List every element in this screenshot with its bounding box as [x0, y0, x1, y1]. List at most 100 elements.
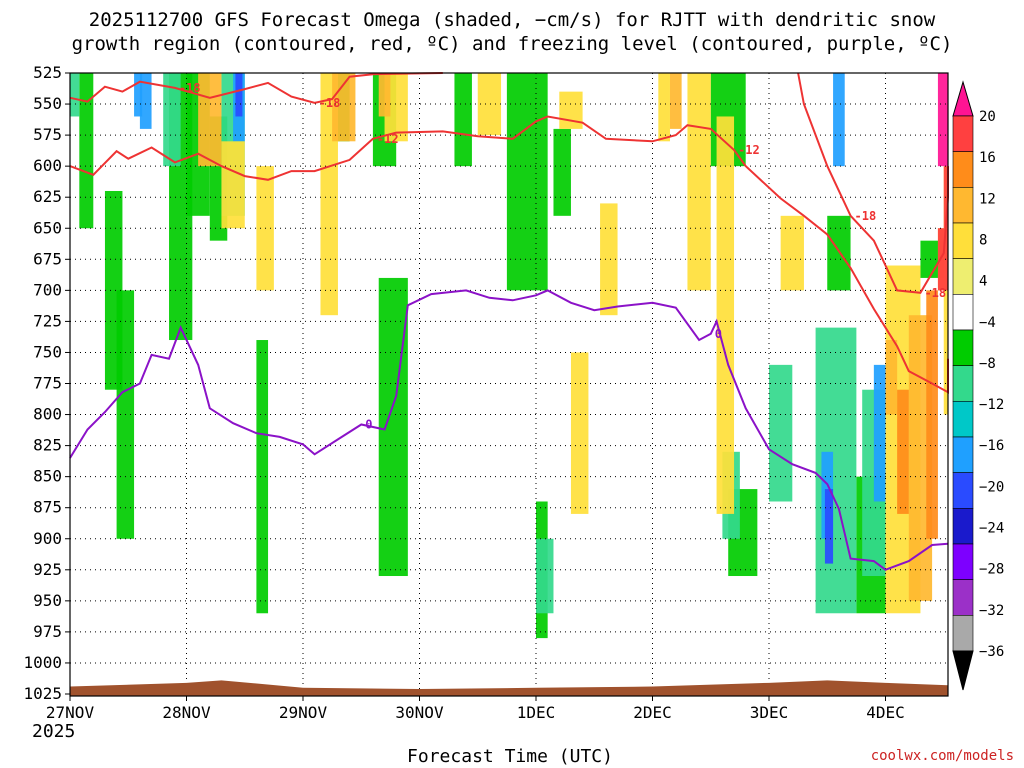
omega-navy-cell	[824, 489, 834, 564]
omega-dark-orange-cell	[897, 389, 909, 514]
y-tick-label-625: 625	[33, 187, 62, 206]
x-tick-label-29NOV: 29NOV	[279, 703, 328, 722]
omega-yellow-cell	[600, 203, 618, 316]
colorbar-label-2: 12	[979, 191, 996, 207]
omega-dark-orange-cell	[926, 290, 938, 539]
colorbar-label-11: −28	[979, 562, 1004, 578]
colorbar-segment	[952, 508, 974, 545]
colorbar-segment	[952, 365, 974, 402]
plot-frame	[69, 72, 949, 697]
contour-label-3-1: 0	[715, 327, 722, 341]
colorbar-segment	[952, 187, 974, 224]
omega-teal-cell	[769, 364, 793, 502]
x-tick-label-4DEC: 4DEC	[866, 703, 905, 722]
omega-green-cell	[553, 128, 571, 216]
omega-teal-cell	[536, 538, 554, 614]
omega-yellow-cell	[477, 73, 502, 136]
omega-yellow-cell	[780, 215, 804, 291]
colorbar-label-8: −16	[979, 438, 1004, 454]
omega-green-cell	[454, 73, 472, 167]
colorbar-segment	[952, 258, 974, 295]
y-tick-label-700: 700	[33, 280, 62, 299]
omega-yellow-cell	[221, 141, 245, 229]
colorbar-label-1: 16	[979, 150, 996, 166]
x-tick-label-2DEC: 2DEC	[633, 703, 672, 722]
y-tick-label-825: 825	[33, 436, 62, 455]
colorbar-label-12: −32	[979, 603, 1004, 619]
omega-orange-cell	[885, 340, 898, 415]
omega-navy-cell	[235, 73, 243, 117]
colorbar-label-6: −8	[979, 356, 996, 372]
colorbar-segment	[952, 543, 974, 580]
contour-lines: -18 -18 -12 -12 -18 -18 0 0	[69, 72, 949, 571]
colorbar-label-5: −4	[979, 315, 996, 331]
omega-orange-cell	[378, 73, 391, 117]
y-tick-label-550: 550	[33, 94, 62, 113]
y-tick-label-1000: 1000	[23, 653, 62, 672]
colorbar-label-13: −36	[979, 644, 1004, 660]
contour-line-2	[797, 72, 949, 294]
omega-yellow-cell	[658, 73, 670, 142]
colorbar-segment	[952, 401, 974, 438]
x-tick-label-28NOV: 28NOV	[162, 703, 211, 722]
chart-title-line-2: growth region (contoured, red, ºC) and f…	[72, 33, 953, 55]
x-axis-ticks: 27NOV 28NOV 29NOV 30NOV 1DEC 2DEC 3DEC 4DEC	[46, 696, 905, 722]
colorbar-top-arrow	[952, 80, 974, 117]
colorbar: 20 16 12 8 4 −4 −8 −12 −16 −20 −24 −28 −32 −36	[952, 80, 1004, 691]
colorbar-label-10: −24	[979, 521, 1004, 537]
colorbar-segment	[952, 115, 974, 152]
contour-label-2-1: -18	[924, 286, 946, 300]
omega-green-cell	[827, 215, 851, 291]
omega-red-cell	[937, 228, 948, 291]
colorbar-segment	[952, 329, 974, 366]
omega-green-cell	[79, 73, 94, 229]
colorbar-bottom-arrow	[952, 650, 974, 691]
x-tick-label-30NOV: 30NOV	[395, 703, 444, 722]
y-tick-label-850: 850	[33, 467, 62, 486]
contour-label-0-0: -18	[179, 81, 201, 95]
colorbar-segment	[952, 615, 974, 652]
omega-orange-cell	[669, 73, 682, 129]
omega-shading	[70, 73, 948, 639]
contour-label-2-0: -18	[855, 209, 877, 223]
omega-blue-cell	[833, 73, 845, 167]
omega-yellow-cell	[570, 352, 589, 514]
credit-text: coolwx.com/models	[871, 748, 1014, 764]
y-tick-label-925: 925	[33, 560, 62, 579]
y-axis-ticks: 525 550 575 600 625 650 675 700 725 750 775 800 825 8…	[23, 63, 70, 703]
contour-line-3	[69, 289, 949, 571]
y-tick-label-950: 950	[33, 591, 62, 610]
chart-title-line-1: 2025112700 GFS Forecast Omega (shaded, −…	[89, 9, 936, 31]
omega-yellow-cell	[559, 91, 583, 129]
omega-green-cell	[256, 340, 269, 614]
x-tick-label-27NOV: 27NOV	[46, 703, 95, 722]
x-axis-year: 2025	[32, 721, 75, 742]
x-tick-label-3DEC: 3DEC	[750, 703, 789, 722]
y-tick-label-575: 575	[33, 125, 62, 144]
contour-line-1	[69, 115, 949, 394]
colorbar-label-4: 4	[979, 274, 987, 290]
y-tick-label-725: 725	[33, 311, 62, 330]
omega-magenta-cell	[937, 73, 948, 167]
y-tick-label-775: 775	[33, 374, 62, 393]
omega-blue-cell	[139, 73, 152, 129]
colorbar-segment	[952, 436, 974, 473]
contour-label-3-0: 0	[365, 417, 372, 431]
omega-blue-cell	[873, 364, 886, 502]
colorbar-segment	[952, 294, 974, 331]
colorbar-segment	[952, 222, 974, 259]
contour-label-0-1: -18	[319, 96, 341, 110]
contour-line-0	[69, 72, 443, 104]
y-tick-label-750: 750	[33, 342, 62, 361]
omega-yellow-cell	[687, 73, 711, 291]
colorbar-segment	[952, 579, 974, 616]
colorbar-label-3: 8	[979, 232, 987, 248]
y-tick-label-600: 600	[33, 156, 62, 175]
omega-yellow-cell	[716, 116, 735, 514]
omega-teal-cell	[70, 73, 80, 117]
x-tick-label-1DEC: 1DEC	[517, 703, 556, 722]
y-tick-label-1025: 1025	[23, 684, 62, 703]
colorbar-segment	[952, 472, 974, 509]
y-tick-label-875: 875	[33, 498, 62, 517]
colorbar-segment	[952, 151, 974, 188]
